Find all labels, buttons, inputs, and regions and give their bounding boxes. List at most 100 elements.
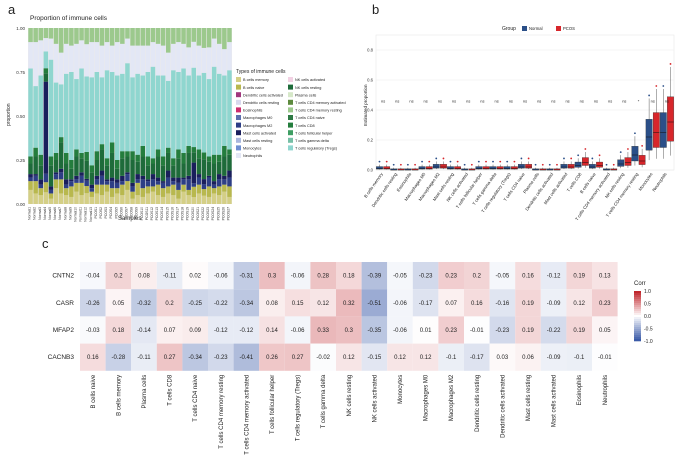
box <box>418 166 426 170</box>
heatmap-cell <box>592 262 618 290</box>
bar-segment <box>58 172 64 180</box>
bar-segment <box>69 196 74 204</box>
heatmap-value: -0.28 <box>112 355 126 361</box>
legend-label: T cells gamma delta <box>295 139 330 143</box>
bar-segment <box>94 28 100 43</box>
legend-tick-label: 0.0 <box>644 314 651 320</box>
column-label: Dendritic cells resting <box>475 375 481 432</box>
box-outlier <box>648 94 651 97</box>
legend-swatch <box>236 137 241 143</box>
significance-label: ns <box>580 99 584 104</box>
bar-segment <box>48 59 54 157</box>
bar-segment <box>176 158 181 178</box>
legend-swatch <box>236 77 241 82</box>
heatmap-cell <box>489 289 516 317</box>
bar-segment <box>125 28 130 39</box>
bar-segment <box>69 181 74 187</box>
bar-segment <box>43 28 49 39</box>
bar-segment <box>28 189 33 204</box>
heatmap-cell <box>540 343 567 371</box>
x-tick-label: PCOS23 <box>206 207 210 220</box>
bar-segment <box>196 45 202 76</box>
box-outlier <box>527 157 530 160</box>
bar-segment <box>166 193 171 204</box>
box-outlier <box>563 157 565 160</box>
box <box>617 159 625 167</box>
bar-segment <box>217 179 222 187</box>
bar-segment <box>166 28 171 53</box>
bar-segment <box>150 186 156 192</box>
bar-segment <box>217 174 222 180</box>
heatmap-value: 0.23 <box>445 328 457 334</box>
bar-segment <box>109 152 115 178</box>
legend-label: B cells memory <box>243 78 269 82</box>
bar-segment <box>201 159 207 180</box>
heatmap-value: 0.05 <box>113 301 125 307</box>
significance-label: ns <box>466 99 470 104</box>
bar-segment <box>74 43 79 80</box>
bar-segment <box>115 75 120 160</box>
chart-a-plot-background <box>28 28 232 204</box>
heatmap-cell <box>489 262 516 290</box>
heatmap-cell <box>464 343 490 371</box>
bar-segment <box>227 149 232 155</box>
bar-segment <box>48 38 54 60</box>
bar-segment <box>201 189 207 196</box>
bar-segment <box>58 142 64 169</box>
legend-swatch <box>236 115 241 120</box>
legend-label: Macrophages M2 <box>243 124 272 128</box>
heatmap-cell <box>80 289 106 317</box>
x-tick-label: Normal1 <box>28 207 32 220</box>
bar-segment <box>74 79 79 150</box>
heatmap-cell <box>80 262 106 290</box>
bar-segment <box>160 156 166 166</box>
legend-swatch <box>288 77 293 82</box>
legend-label: Mast cells activated <box>243 131 276 135</box>
heatmap-cell <box>105 289 132 317</box>
bar-segment <box>28 68 33 157</box>
heatmap-value: 0.19 <box>573 328 585 334</box>
bar-segment <box>69 179 74 182</box>
column-label: Macrophages M0 <box>424 374 430 421</box>
legend-label: NK cells activated <box>295 78 325 82</box>
bar-segment <box>181 163 186 178</box>
box-outlier <box>406 163 409 166</box>
x-tick-label: Normal2 <box>33 207 37 220</box>
heatmap-value: 0.23 <box>445 274 457 280</box>
bar-segment <box>99 45 105 78</box>
column-label: Eosinophils <box>577 375 583 406</box>
box <box>659 112 667 148</box>
bar-segment <box>186 28 191 48</box>
bar-segment <box>125 172 130 175</box>
bar-segment <box>84 76 89 152</box>
box-outlier <box>591 157 594 160</box>
bar-segment <box>217 186 222 196</box>
bar-segment <box>150 174 156 180</box>
bar-segment <box>69 160 74 169</box>
bar-segment <box>150 42 156 67</box>
box-outlier <box>662 85 665 87</box>
bar-segment <box>33 181 38 194</box>
bar-segment <box>160 188 166 197</box>
legend-label: T cells CD8 <box>295 124 315 128</box>
box-outlier <box>485 160 487 163</box>
bar-segment <box>171 177 176 182</box>
bar-segment <box>135 73 140 155</box>
heatmap-cell <box>336 343 362 371</box>
bar-segment <box>109 196 115 204</box>
bar-segment <box>104 184 110 192</box>
heatmap-value: -0.06 <box>393 301 407 307</box>
heatmap-cell <box>284 289 311 317</box>
heatmap-value: -0.01 <box>598 355 612 361</box>
bar-segment <box>84 151 89 161</box>
heatmap-value: -0.05 <box>393 274 407 280</box>
bar-segment <box>43 182 49 193</box>
bar-segment <box>28 156 33 164</box>
box <box>475 166 483 170</box>
heatmap-cell <box>80 316 106 344</box>
heatmap-value: 0.2 <box>114 274 123 280</box>
heatmap-value: 0.02 <box>189 274 201 280</box>
column-label: T cells CD4 memory resting <box>219 375 225 449</box>
legend-gradient-step <box>634 317 641 320</box>
bar-segment <box>222 179 227 185</box>
